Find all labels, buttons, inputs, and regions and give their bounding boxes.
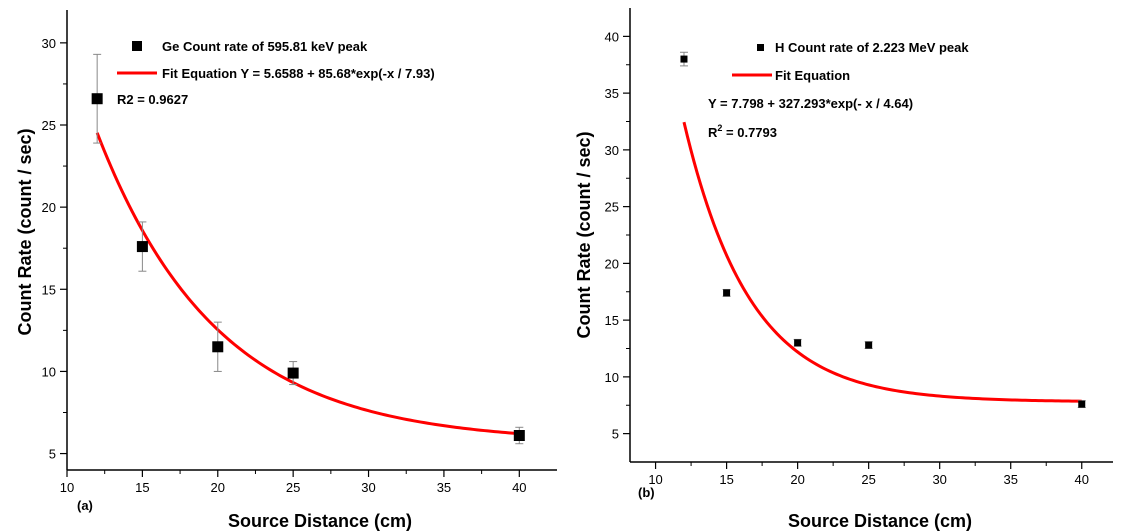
y-tick-label-a: 30 xyxy=(42,36,56,51)
legend-label-b-series-1: H Count rate of 2.223 MeV peak xyxy=(775,40,969,55)
x-axis-title-a: Source Distance (cm) xyxy=(228,511,412,531)
y-tick-label-b: 20 xyxy=(605,256,619,271)
legend-a: Ge Count rate of 595.81 keV peak Fit Equ… xyxy=(117,39,435,81)
x-tick-label-b: 35 xyxy=(1003,472,1017,487)
data-point-a xyxy=(91,93,103,105)
data-point-b xyxy=(680,55,688,63)
y-axis-ticks-a: 5 10 15 20 25 30 xyxy=(42,36,67,462)
y-tick-label-a: 20 xyxy=(42,200,56,215)
legend-label-a-series-1: Ge Count rate of 595.81 keV peak xyxy=(162,39,368,54)
data-points-b xyxy=(679,51,1086,409)
y-axis-ticks-b: 5 10 15 20 25 30 35 40 xyxy=(605,29,630,442)
y-tick-label-b: 35 xyxy=(605,86,619,101)
r2-value-b: = 0.7793 xyxy=(722,125,777,140)
plot-area-a xyxy=(66,10,557,471)
legend-marker-square-a xyxy=(132,41,142,51)
x-axis-ticks-b: 10 15 20 25 30 35 40 xyxy=(648,462,1089,487)
plot-area-b xyxy=(629,8,1113,463)
x-tick-label-a: 40 xyxy=(512,480,526,495)
y-tick-label-b: 15 xyxy=(605,313,619,328)
y-tick-label-a: 15 xyxy=(42,282,56,297)
x-tick-label-a: 25 xyxy=(286,480,300,495)
data-point-b xyxy=(794,339,802,347)
y-axis-title-a: Count Rate (count / sec) xyxy=(15,128,35,335)
x-tick-label-b: 30 xyxy=(932,472,946,487)
y-tick-label-b: 30 xyxy=(605,143,619,158)
r2-annotation-a: R2 = 0.9627 xyxy=(117,92,188,107)
x-tick-label-b: 25 xyxy=(861,472,875,487)
data-point-a xyxy=(513,430,525,441)
x-tick-label-b: 10 xyxy=(648,472,662,487)
x-tick-label-b: 40 xyxy=(1075,472,1089,487)
y-tick-label-b: 25 xyxy=(605,200,619,215)
chart-panel-a: 10 15 20 25 30 35 40 5 10 15 20 25 30 Source Distan… xyxy=(15,10,557,531)
r2-superscript-b: 2 xyxy=(717,123,722,133)
data-point-a xyxy=(287,367,299,379)
y-tick-label-a: 10 xyxy=(42,364,56,379)
x-tick-label-b: 15 xyxy=(719,472,733,487)
chart-panel-b: 10 15 20 25 30 35 40 5 10 15 20 25 30 35 40 Source Di… xyxy=(574,8,1113,531)
y-tick-label-a: 25 xyxy=(42,118,56,133)
legend-label-a-series-2: Fit Equation Y = 5.6588 + 85.68*exp(-x /… xyxy=(162,66,435,81)
panel-label-b: (b) xyxy=(638,485,655,500)
x-tick-label-a: 20 xyxy=(211,480,225,495)
x-axis-ticks-a: 10 15 20 25 30 35 40 xyxy=(60,470,527,495)
y-tick-label-a: 5 xyxy=(49,447,56,462)
x-axis-title-b: Source Distance (cm) xyxy=(788,511,972,531)
fit-curve-line-b xyxy=(682,121,1082,403)
r2-base-b: R xyxy=(708,125,718,140)
data-point-a xyxy=(136,241,148,253)
data-points-a xyxy=(91,53,525,445)
legend-label-b-series-2: Fit Equation xyxy=(775,68,850,83)
data-point-b xyxy=(1078,400,1086,408)
data-point-b xyxy=(865,341,873,349)
fit-curve-b xyxy=(682,121,1082,403)
fit-curve-a xyxy=(95,132,520,436)
y-tick-label-b: 5 xyxy=(612,427,619,442)
panel-label-a: (a) xyxy=(77,498,93,513)
y-tick-label-b: 40 xyxy=(605,29,619,44)
data-point-a xyxy=(212,341,224,353)
x-tick-label-b: 20 xyxy=(790,472,804,487)
legend-b: H Count rate of 2.223 MeV peak Fit Equat… xyxy=(732,40,969,83)
data-point-b xyxy=(723,289,731,297)
legend-marker-square-b xyxy=(757,44,764,51)
fit-curve-line-a xyxy=(95,132,520,436)
y-axis-title-b: Count Rate (count / sec) xyxy=(574,131,594,338)
y-tick-label-b: 10 xyxy=(605,370,619,385)
fit-equation-annotation-b: Y = 7.798 + 327.293*exp(- x / 4.64) xyxy=(708,96,913,111)
x-tick-label-a: 15 xyxy=(135,480,149,495)
x-tick-label-a: 30 xyxy=(361,480,375,495)
r2-annotation-b: R2 = 0.7793 xyxy=(708,123,777,140)
x-tick-label-a: 10 xyxy=(60,480,74,495)
x-tick-label-a: 35 xyxy=(437,480,451,495)
